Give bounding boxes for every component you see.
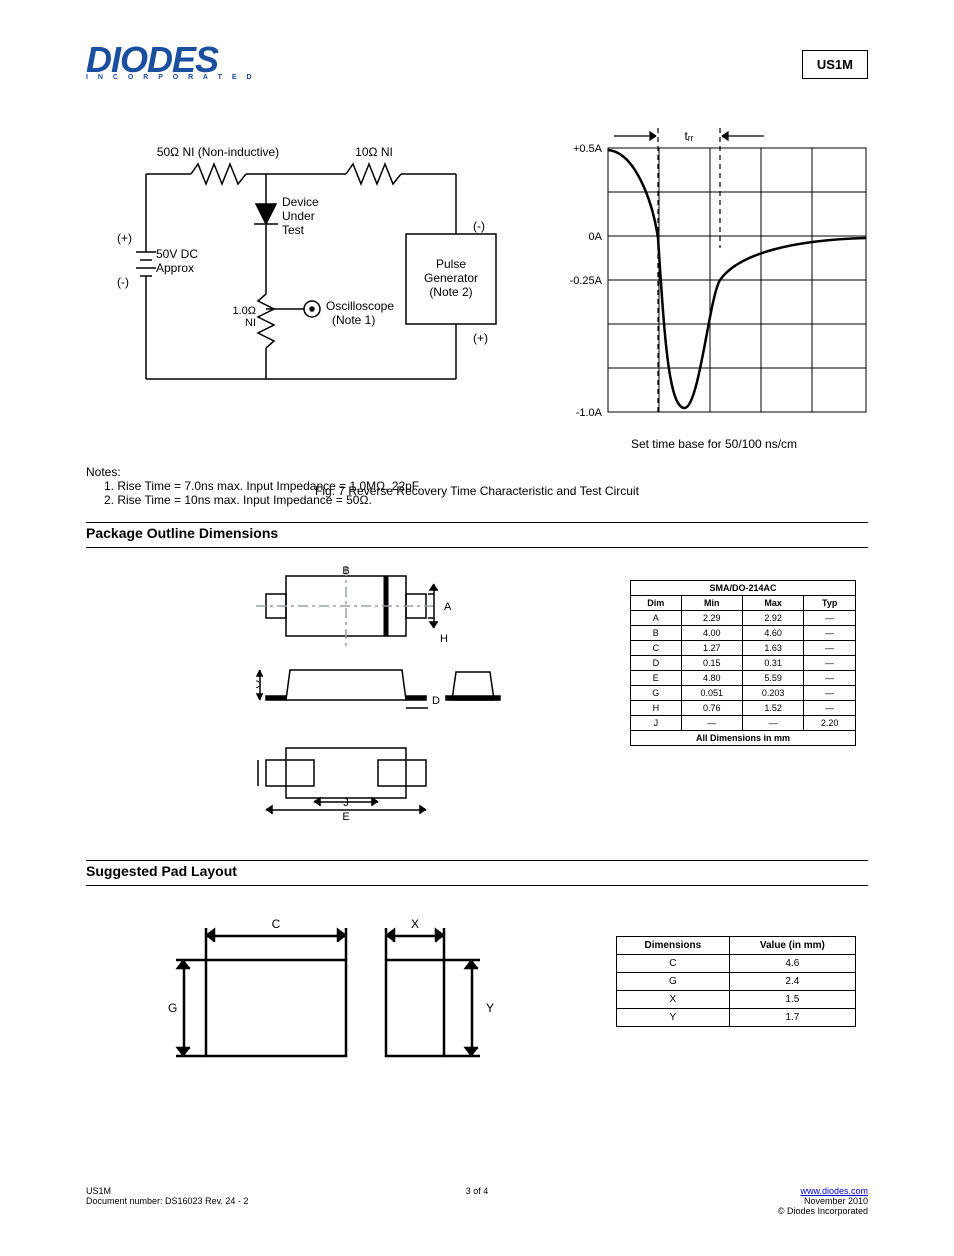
section-divider — [86, 522, 868, 523]
svg-text:10Ω NI: 10Ω NI — [355, 145, 393, 159]
svg-text:-1.0A: -1.0A — [576, 407, 603, 419]
svg-text:Y: Y — [486, 1001, 494, 1015]
section-subrule — [86, 885, 868, 886]
package-table-box: SMA/DO-214AC Dim Min Max Typ A2.292.92— … — [630, 580, 856, 746]
footer-date: November 2010 — [778, 1196, 868, 1206]
footprint-table-box: Dimensions Value (in mm) C4.6 G2.4 X1.5 … — [616, 936, 856, 1027]
logo-block: DIODES I N C O R P O R A T E D — [86, 44, 256, 81]
svg-text:Oscilloscope: Oscilloscope — [326, 299, 394, 313]
svg-text:B: B — [342, 566, 349, 577]
footprint-row: C X G Y Dimensions Value (in mm) C4.6 G2… — [86, 916, 868, 1116]
svg-text:C: C — [256, 679, 260, 691]
dims-header-top: SMA/DO-214AC — [631, 581, 856, 596]
page: DIODES I N C O R P O R A T E D US1M — [0, 0, 954, 1256]
package-dim-table: SMA/DO-214AC Dim Min Max Typ A2.292.92— … — [630, 580, 856, 746]
package-row: A H B C D — [86, 566, 868, 836]
fp-col: Dimensions — [617, 937, 730, 955]
waveform-svg: tᵣᵣ +0.5A 0A — [554, 128, 874, 428]
svg-text:0A: 0A — [589, 231, 603, 243]
part-number-box: US1M — [802, 50, 868, 79]
svg-text:(+): (+) — [117, 231, 132, 245]
fig7-notes: Notes: 1. Rise Time = 7.0ns max. Input I… — [86, 465, 516, 507]
svg-text:G: G — [168, 1001, 177, 1015]
svg-text:Generator: Generator — [424, 271, 478, 285]
svg-text:A: A — [444, 601, 452, 613]
svg-text:Pulse: Pulse — [436, 257, 466, 271]
dims-col: Min — [681, 596, 742, 611]
footer-center: 3 of 4 — [466, 1186, 489, 1196]
svg-text:(Note 2): (Note 2) — [429, 285, 472, 299]
svg-text:-0.25A: -0.25A — [570, 275, 603, 287]
svg-text:tᵣᵣ: tᵣᵣ — [684, 129, 693, 143]
svg-text:50Ω NI (Non-inductive): 50Ω NI (Non-inductive) — [157, 145, 279, 159]
svg-text:D: D — [432, 695, 440, 707]
svg-text:+0.5A: +0.5A — [573, 143, 603, 155]
package-diagrams: A H B C D — [256, 566, 516, 831]
dims-col: Typ — [804, 596, 856, 611]
footer-doc: Document number: DS16023 Rev. 24 - 2 — [86, 1196, 248, 1206]
svg-text:Approx: Approx — [156, 261, 194, 275]
svg-text:H: H — [440, 633, 448, 645]
svg-text:E: E — [342, 811, 349, 823]
footprint-section-title: Suggested Pad Layout — [86, 863, 868, 879]
package-svg: A H B C D — [256, 566, 516, 826]
footer: US1M Document number: DS16023 Rev. 24 - … — [86, 1186, 868, 1216]
note-2: 2. Rise Time = 10ns max. Input Impedance… — [104, 493, 516, 507]
fp-col: Value (in mm) — [729, 937, 855, 955]
fig7-waveform: tᵣᵣ +0.5A 0A — [554, 128, 874, 451]
dims-col: Dim — [631, 596, 682, 611]
logo-subtext: I N C O R P O R A T E D — [86, 74, 256, 81]
svg-text:(+): (+) — [473, 331, 488, 345]
svg-text:(-): (-) — [117, 275, 129, 289]
svg-text:1.0Ω: 1.0Ω — [232, 305, 256, 317]
circuit-svg: 50Ω NI (Non-inductive) 10Ω NI Device Und… — [86, 134, 516, 454]
footprint-diagram: C X G Y — [156, 916, 516, 1091]
svg-text:X: X — [411, 917, 419, 931]
footprint-svg: C X G Y — [156, 916, 516, 1086]
svg-text:J: J — [343, 797, 349, 809]
footer-link[interactable]: www.diodes.com — [800, 1186, 868, 1196]
svg-text:C: C — [272, 917, 281, 931]
fig7-circuit: 50Ω NI (Non-inductive) 10Ω NI Device Und… — [86, 134, 516, 507]
footer-right: www.diodes.com November 2010 © Diodes In… — [778, 1186, 868, 1216]
waveform-caption: Set time base for 50/100 ns/cm — [554, 437, 874, 451]
footprint-table: Dimensions Value (in mm) C4.6 G2.4 X1.5 … — [616, 936, 856, 1027]
svg-text:Device: Device — [282, 195, 319, 209]
section-subrule — [86, 547, 868, 548]
svg-text:NI: NI — [245, 317, 256, 329]
footer-left: US1M Document number: DS16023 Rev. 24 - … — [86, 1186, 248, 1206]
svg-text:(Note 1): (Note 1) — [332, 313, 375, 327]
footer-copyright: © Diodes Incorporated — [778, 1206, 868, 1216]
svg-text:(-): (-) — [473, 219, 485, 233]
section-divider — [86, 860, 868, 861]
dims-all-mm: All Dimensions in mm — [631, 731, 856, 746]
note-1: 1. Rise Time = 7.0ns max. Input Impedanc… — [104, 479, 516, 493]
header: DIODES I N C O R P O R A T E D US1M — [86, 44, 868, 104]
svg-text:Under: Under — [282, 209, 315, 223]
svg-text:50V DC: 50V DC — [156, 247, 198, 261]
notes-heading: Notes: — [86, 465, 516, 479]
logo-wordmark: DIODES — [86, 44, 256, 76]
svg-text:G: G — [256, 765, 257, 777]
dims-col: Max — [742, 596, 803, 611]
footer-part: US1M — [86, 1186, 248, 1196]
fig7-row: 50Ω NI (Non-inductive) 10Ω NI Device Und… — [86, 134, 868, 484]
package-section-title: Package Outline Dimensions — [86, 525, 868, 541]
svg-text:Test: Test — [282, 223, 305, 237]
